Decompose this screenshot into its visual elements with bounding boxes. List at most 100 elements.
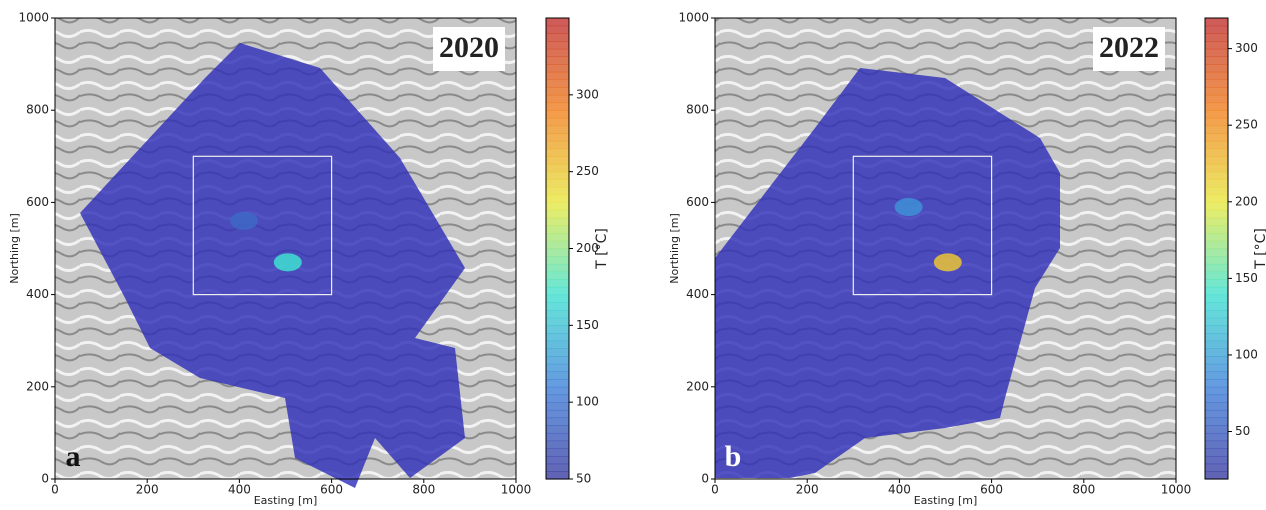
colorbar-cell [1205,172,1228,180]
colorbar-cell [1205,371,1228,379]
colorbar-tick-label: 100 [1235,347,1258,361]
colorbar-tick-label: 300 [1235,41,1258,55]
x-axis-label: Easting [m] [254,494,318,506]
colorbar-cell [1205,133,1228,141]
y-tick-label: 400 [686,287,709,301]
colorbar-cell [1205,64,1228,72]
colorbar-tick-label: 150 [1235,271,1258,285]
colorbar-cell [1205,441,1228,449]
colorbar-cell [546,195,569,203]
colorbar-cell [1205,287,1228,295]
colorbar-cell [1205,202,1228,210]
colorbar-cell [1205,218,1228,226]
colorbar-cell [546,233,569,241]
colorbar-cell [546,325,569,333]
colorbar-cell [546,79,569,87]
colorbar-cell [546,56,569,64]
colorbar-cell [1205,471,1228,479]
colorbar-cell [546,272,569,280]
colorbar-cell [1205,210,1228,218]
colorbar-cell [546,225,569,233]
colorbar-cell [1205,56,1228,64]
colorbar-cell [546,348,569,356]
colorbar-cell [1205,149,1228,157]
colorbar-cell [546,402,569,410]
colorbar-cell [546,318,569,326]
hotspot [895,198,923,216]
colorbar-cell [546,156,569,164]
colorbar-cell [546,187,569,195]
y-tick-label: 600 [26,195,49,209]
colorbar-cell [1205,364,1228,372]
colorbar-tick-label: 150 [576,318,599,332]
colorbar-cell [546,210,569,218]
colorbar-cell [546,26,569,34]
colorbar-cell [1205,103,1228,111]
colorbar-cell [546,256,569,264]
colorbar-cell [1205,95,1228,103]
colorbar-cell [1205,126,1228,134]
colorbar-cell [1205,72,1228,80]
colorbar-cell [546,433,569,441]
page: 2020a0200400600800100002004006008001000E… [0,0,1266,510]
colorbar-cell [546,249,569,257]
colorbar-cell [1205,433,1228,441]
x-tick-label: 0 [711,483,719,497]
colorbar-cell [1205,164,1228,172]
colorbar-cell [546,371,569,379]
colorbar-cell [546,72,569,80]
colorbar-cell [546,425,569,433]
colorbar-cell [546,164,569,172]
colorbar-cell [1205,264,1228,272]
colorbar-tick-label: 200 [1235,194,1258,208]
colorbar-cell [1205,394,1228,402]
colorbar-cell [1205,26,1228,34]
x-tick-label: 400 [888,483,911,497]
colorbar-tick-label: 50 [1235,424,1250,438]
y-tick-label: 400 [26,287,49,301]
colorbar-cell [1205,195,1228,203]
colorbar-cell [1205,402,1228,410]
colorbar-cell [546,133,569,141]
x-tick-label: 600 [980,483,1003,497]
colorbar-cell [1205,310,1228,318]
colorbar-cell [1205,464,1228,472]
colorbar-cell [1205,249,1228,257]
colorbar-cell [1205,179,1228,187]
colorbar-tick-label: 100 [576,395,599,409]
y-tick-label: 200 [686,379,709,393]
colorbar-cell [546,379,569,387]
x-tick-label: 400 [228,483,251,497]
colorbar-cell [1205,418,1228,426]
colorbar-cell [546,410,569,418]
colorbar-cell [1205,425,1228,433]
colorbar-cell [546,126,569,134]
colorbar-cell [1205,225,1228,233]
colorbar-cell [1205,187,1228,195]
colorbar-cell [546,110,569,118]
colorbar-cell [546,241,569,249]
colorbar-cell [546,333,569,341]
colorbar-cell [1205,87,1228,95]
colorbar-cell [546,87,569,95]
colorbar-cell [1205,156,1228,164]
colorbar-cell [1205,241,1228,249]
colorbar-cell [546,172,569,180]
colorbar-cell [546,394,569,402]
colorbar-cell [546,18,569,26]
y-tick-label: 0 [41,472,49,486]
colorbar-cell [1205,279,1228,287]
colorbar-cell [546,141,569,149]
colorbar-cell [546,464,569,472]
x-tick-label: 600 [320,483,343,497]
colorbar-cell [546,364,569,372]
colorbar-cell [1205,410,1228,418]
colorbar-cell [546,218,569,226]
x-tick-label: 200 [136,483,159,497]
colorbar-cell [1205,256,1228,264]
hotspot [230,212,258,230]
colorbar-cell [1205,348,1228,356]
colorbar-cell [546,418,569,426]
colorbar-cell [546,356,569,364]
colorbar-cell [1205,333,1228,341]
